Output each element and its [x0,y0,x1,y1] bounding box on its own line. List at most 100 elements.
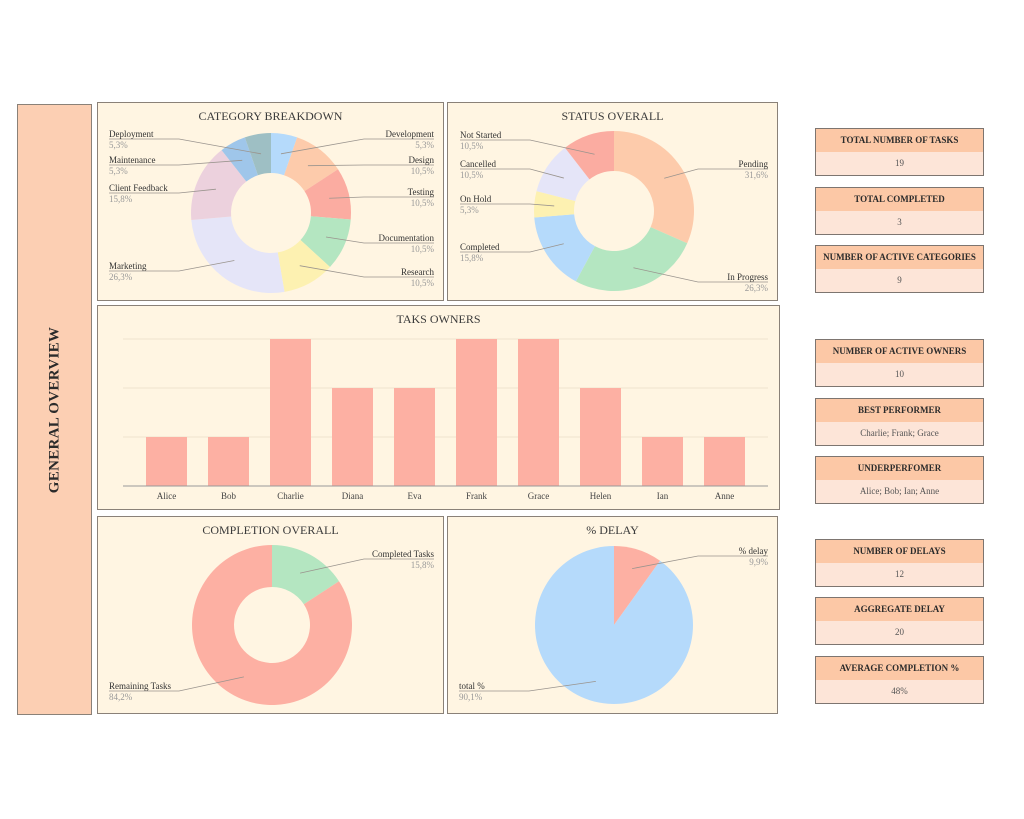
slice-in-progress[interactable] [575,227,688,291]
leader-line [632,555,768,569]
slice-percent: 31,6% [745,170,769,180]
x-tick-label: Charlie [277,491,304,501]
x-tick-label: Bob [221,491,237,501]
slice-label: Documentation [379,233,435,243]
slice-percent: 26,3% [745,283,769,293]
kpi-value: 48% [891,686,908,696]
slice-label: % delay [739,546,769,556]
slice-client-feedback[interactable] [191,150,247,221]
sidebar-title: GENERAL OVERVIEW [46,326,62,493]
leader-line [664,168,768,179]
kpi-value: 19 [895,158,904,168]
x-tick-label: Diana [342,491,364,501]
bar-frank[interactable] [456,339,497,486]
kpi-title: TOTAL COMPLETED [816,188,983,211]
kpi-title: NUMBER OF ACTIVE CATEGORIES [816,246,983,269]
slice-development[interactable] [271,133,298,176]
bar-eva[interactable] [394,388,435,486]
leader-line [460,243,564,253]
slice-percent: 9,9% [749,557,768,567]
slice-percent: 15,8% [411,560,435,570]
slice-label: Marketing [109,261,147,271]
bar-bob[interactable] [208,437,249,486]
completion-overall-chart: COMPLETION OVERALL Completed Tasks 15,8% Re… [97,516,444,714]
leader-line [299,265,434,278]
slice-label: In Progress [727,272,768,282]
slice-label: Maintenance [109,155,155,165]
slice-percent: 10,5% [460,141,484,151]
slice-remaining-tasks[interactable] [192,545,352,705]
bar-anne[interactable] [704,437,745,486]
slice-label: Deployment [109,129,154,139]
slice-label: Cancelled [460,159,496,169]
slice-percent: 15,8% [460,253,484,263]
delay-chart: % DELAY % delay 9,9% total % 90,1% [447,516,778,714]
status-overall-chart: STATUS OVERALL Pending 31,6% In Progress 26,… [447,102,778,301]
x-tick-label: Alice [157,491,177,501]
slice-label: total % [459,681,485,691]
category-breakdown-chart: CATEGORY BREAKDOWN Development 5,3% Design 1… [97,102,444,301]
leader-line [109,138,262,155]
slice-percent: 5,3% [415,140,434,150]
kpi-title: BEST PERFORMER [816,399,983,422]
kpi-value: 3 [897,217,902,227]
kpi-value: 9 [897,275,902,285]
slice-label: Client Feedback [109,183,168,193]
leader-line [325,236,434,244]
x-tick-label: Helen [590,491,612,501]
slice-label: Remaining Tasks [109,681,171,691]
chart-title: COMPLETION OVERALL [202,523,339,537]
kpi-value: 12 [895,569,904,579]
slice-percent: 90,1% [459,692,483,702]
slice-label: Testing [408,187,435,197]
sidebar-title-panel: GENERAL OVERVIEW [17,104,92,715]
slice-testing[interactable] [304,169,351,220]
slice-research[interactable] [277,240,331,292]
slice-completed-tasks[interactable] [272,545,340,605]
kpi-value: 20 [895,627,904,637]
task-owners-chart: TAKS OWNERS Alice Bob Charlie Diana Eva Frank G… [97,305,780,510]
slice-label: On Hold [460,194,492,204]
slice-cancelled[interactable] [536,147,590,202]
slice-not-started[interactable] [564,131,614,180]
bar-diana[interactable] [332,388,373,486]
slice-on-hold[interactable] [534,191,576,218]
kpi-value: 10 [895,369,904,379]
leader-line [280,138,434,155]
slice-percent: 10,5% [411,278,435,288]
kpi-card-number-of-active-owners: NUMBER OF ACTIVE OWNERS 10 [815,339,984,387]
x-tick-label: Grace [528,491,549,501]
slice-percent: 5,3% [109,140,128,150]
leader-line [460,203,555,207]
bar-grace[interactable] [518,339,559,486]
kpi-title: UNDERPERFOMER [816,457,983,480]
slice-label: Completed Tasks [372,549,434,559]
kpi-card-number-of-active-categories: NUMBER OF ACTIVE CATEGORIES 9 [815,245,984,293]
bar-charlie[interactable] [270,339,311,486]
slice-deployment[interactable] [244,133,271,176]
slice-total[interactable] [535,546,693,704]
slice-label: Design [409,155,435,165]
slice-percent: 10,5% [411,166,435,176]
bar-ian[interactable] [642,437,683,486]
x-tick-label: Anne [715,491,735,501]
slice-label: Research [401,267,434,277]
leader-line [109,188,216,194]
slice-documentation[interactable] [300,216,351,268]
bar-helen[interactable] [580,388,621,486]
slice-pending[interactable] [614,131,694,244]
kpi-card-average-completion: AVERAGE COMPLETION % 48% [815,656,984,704]
chart-title: TAKS OWNERS [396,312,481,326]
slice-percent: 10,5% [411,198,435,208]
kpi-title: TOTAL NUMBER OF TASKS [816,129,983,152]
leader-line [329,196,434,199]
slice-marketing[interactable] [191,216,285,293]
slice-label: Completed [460,242,500,252]
slice-completed[interactable] [534,214,595,282]
kpi-card-underperfomer: UNDERPERFOMER Alice; Bob; Ian; Anne [815,456,984,504]
kpi-card-total-completed: TOTAL COMPLETED 3 [815,187,984,235]
leader-line [307,164,434,167]
leader-line [460,139,595,155]
bar-alice[interactable] [146,437,187,486]
